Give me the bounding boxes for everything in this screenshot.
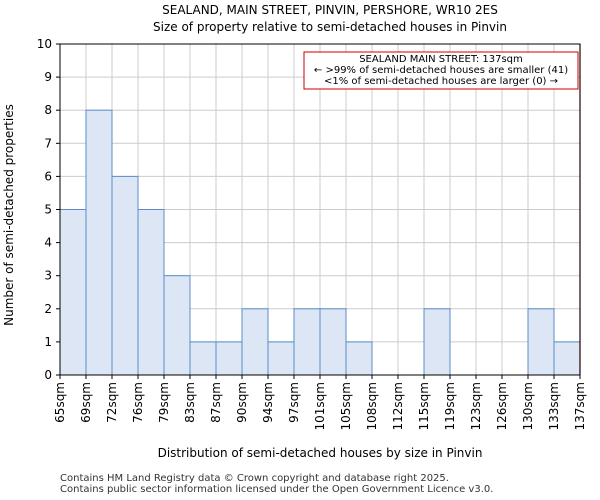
x-tick-label: 83sqm: [183, 382, 197, 423]
annotation-line-1: SEALAND MAIN STREET: 137sqm: [359, 54, 523, 65]
x-tick-label: 126sqm: [495, 382, 509, 430]
chart-title: SEALAND, MAIN STREET, PINVIN, PERSHORE, …: [162, 3, 498, 17]
annotation-line-3: <1% of semi-detached houses are larger (…: [324, 76, 558, 87]
histogram-bar: [553, 341, 581, 376]
x-tick-label: 105sqm: [339, 382, 353, 430]
footer-line-2: Contains public sector information licen…: [60, 484, 494, 495]
y-tick-label: 10: [37, 37, 52, 51]
histogram-bar: [59, 209, 87, 376]
histogram-bar: [85, 109, 113, 376]
y-tick-label: 3: [44, 269, 52, 283]
y-tick-label: 9: [44, 70, 52, 84]
x-tick-label: 137sqm: [573, 382, 587, 430]
annotation-box: SEALAND MAIN STREET: 137sqm ← >99% of se…: [303, 51, 579, 90]
x-tick-label: 94sqm: [261, 382, 275, 423]
y-tick-label: 0: [44, 368, 52, 382]
histogram-bar: [137, 209, 165, 376]
x-axis-label: Distribution of semi-detached houses by …: [158, 446, 483, 460]
x-tick-label: 65sqm: [53, 382, 67, 423]
histogram-bar: [215, 341, 243, 376]
x-tick-label: 72sqm: [105, 382, 119, 423]
x-tick-label: 119sqm: [443, 382, 457, 430]
x-tick-label: 133sqm: [547, 382, 561, 430]
y-tick-label: 2: [44, 302, 52, 316]
annotation-frame: [303, 51, 579, 90]
x-tick-label: 90sqm: [235, 382, 249, 423]
y-tick-label: 1: [44, 335, 52, 349]
x-tick-label: 79sqm: [157, 382, 171, 423]
x-tick-label: 108sqm: [365, 382, 379, 430]
x-tick-label: 123sqm: [469, 382, 483, 430]
y-axis-label: Number of semi-detached properties: [2, 104, 16, 326]
x-tick-layer: 65sqm 69sqm 72sqm 76sqm 79sqm 83sqm 87sqm 90sqm…: [53, 375, 587, 430]
x-tick-label: 87sqm: [209, 382, 223, 423]
histogram-bar: [345, 341, 373, 376]
bar-layer: [59, 109, 581, 376]
histogram-bar: [527, 308, 555, 376]
histogram-bar: [163, 275, 191, 376]
x-tick-label: 112sqm: [391, 382, 405, 430]
x-tick-label: 97sqm: [287, 382, 301, 423]
histogram-bar: [241, 308, 269, 376]
annotation-line-2: ← >99% of semi-detached houses are small…: [314, 65, 568, 76]
x-tick-label: 130sqm: [521, 382, 535, 430]
histogram-bar: [267, 341, 295, 376]
x-tick-label: 101sqm: [313, 382, 327, 430]
y-tick-label: 4: [44, 236, 52, 250]
x-tick-label: 115sqm: [417, 382, 431, 430]
y-tick-layer: 0 1 2 3 4 5 6 7 8 9 10: [37, 37, 60, 382]
histogram-bar: [319, 308, 347, 376]
y-tick-label: 7: [44, 136, 52, 150]
chart-subtitle: Size of property relative to semi-detach…: [153, 20, 507, 34]
y-tick-label: 8: [44, 103, 52, 117]
histogram-bar: [189, 341, 217, 376]
x-tick-label: 69sqm: [79, 382, 93, 423]
y-tick-label: 6: [44, 169, 52, 183]
y-tick-label: 5: [44, 203, 52, 217]
histogram-bar: [423, 308, 451, 376]
histogram-bar: [293, 308, 321, 376]
histogram-bar: [111, 175, 139, 376]
footer-line-1: Contains HM Land Registry data © Crown c…: [60, 473, 449, 484]
x-tick-label: 76sqm: [131, 382, 145, 423]
